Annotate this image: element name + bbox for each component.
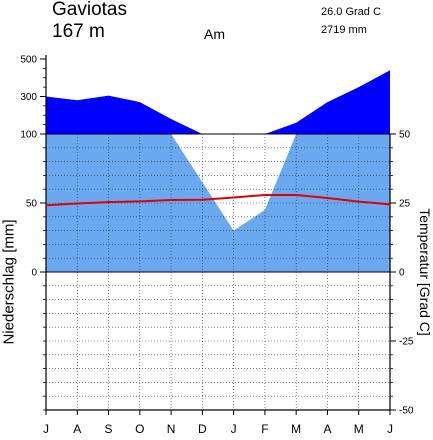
temp-tick-label: 50 [399, 130, 411, 141]
month-label: A [323, 422, 331, 436]
month-label: M [354, 422, 364, 436]
month-label: F [261, 422, 268, 436]
precip-tick-label: 100 [20, 130, 37, 141]
temperature-line [45, 193, 391, 207]
precip-tick-label: 300 [20, 92, 37, 103]
month-label: O [135, 422, 144, 436]
temp-tick-label: -50 [399, 406, 414, 417]
mean-temperature: 26.0 Grad C [321, 6, 381, 18]
annual-precipitation: 2719 mm [321, 24, 367, 36]
station-altitude: 167 m [52, 21, 105, 42]
month-label: J [387, 422, 393, 436]
station-name: Gaviotas [52, 0, 127, 20]
temp-tick-label: 25 [399, 199, 411, 210]
precip-tick-label: 50 [26, 199, 38, 210]
month-label: M [291, 422, 301, 436]
precipitation-upper-area [46, 70, 390, 134]
precip-tick-label: 0 [31, 268, 37, 279]
month-label: A [73, 422, 81, 436]
month-label: N [167, 422, 176, 436]
climate-class: Am [204, 26, 225, 42]
precipitation-humid-area [46, 134, 390, 272]
temp-tick-label: 0 [399, 268, 405, 279]
month-label: S [105, 422, 113, 436]
temp-tick-label: -25 [399, 337, 414, 348]
month-label: J [43, 422, 49, 436]
month-label: J [231, 422, 237, 436]
precip-tick-label: 500 [20, 55, 37, 66]
month-label: D [198, 422, 207, 436]
